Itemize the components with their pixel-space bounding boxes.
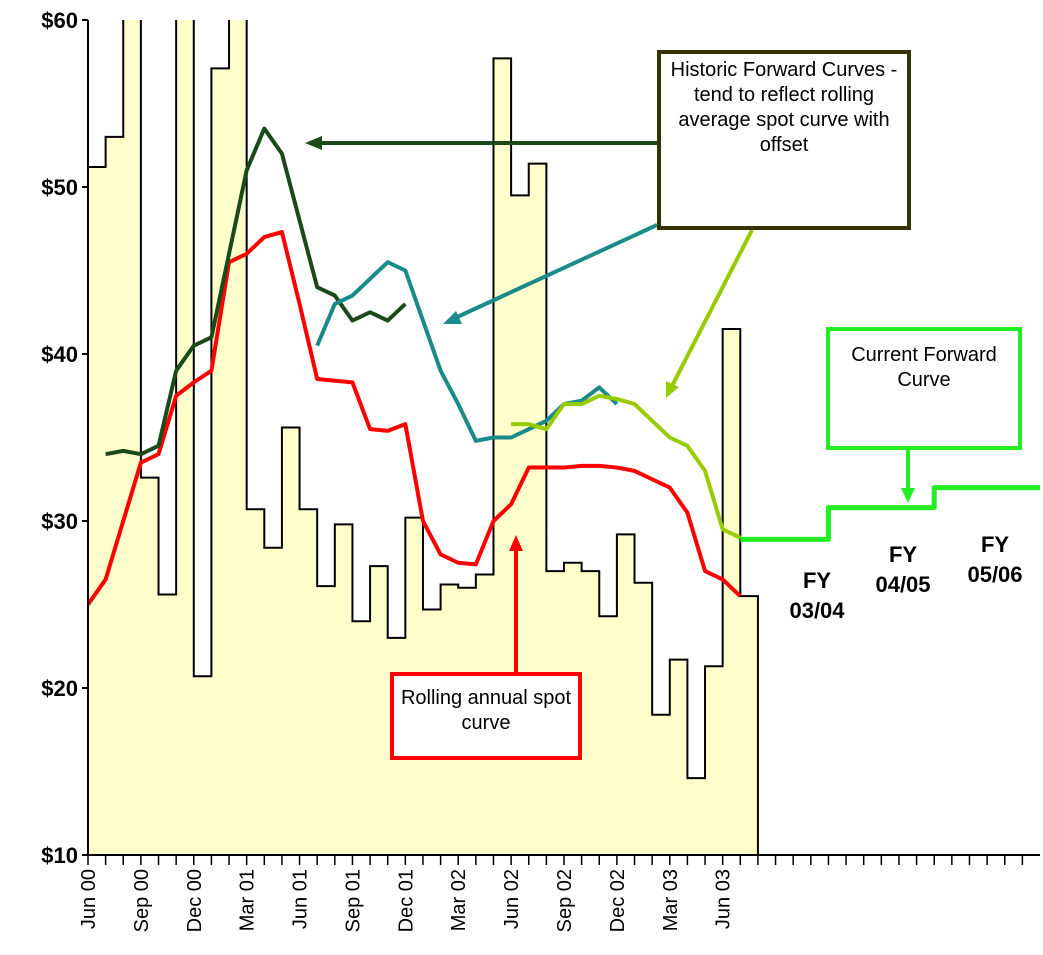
y-tick-label: $40: [41, 342, 78, 367]
spot-bar: [264, 547, 283, 855]
arrow-head: [509, 535, 523, 551]
annotation-box: Rolling annual spot curve: [390, 672, 582, 760]
spot-outline: [88, 20, 759, 855]
spot-bar: [493, 58, 512, 855]
y-tick-label: $50: [41, 175, 78, 200]
spot-bar: [140, 477, 159, 855]
spot-bar: [352, 621, 371, 855]
spot-bar: [705, 666, 723, 855]
spot-bar: [634, 582, 653, 855]
x-tick-label: Mar 01: [237, 869, 259, 931]
spot-bar: [193, 676, 212, 855]
spot-bar: [211, 68, 230, 855]
spot-bar: [652, 714, 671, 855]
x-tick-label: Dec 02: [607, 869, 629, 932]
spot-bar: [281, 427, 300, 855]
series-layer: [88, 20, 1040, 855]
spot-bar: [581, 571, 600, 855]
spot-bar: [370, 566, 389, 855]
series-line: [105, 126, 407, 457]
x-tick-label: Mar 03: [660, 869, 682, 931]
x-tick-label: Dec 00: [184, 869, 206, 932]
spot-bar: [334, 524, 353, 855]
x-tick-label: Sep 00: [131, 869, 153, 932]
spot-bar: [246, 509, 265, 855]
spot-bar: [299, 509, 318, 855]
y-tick-label: $30: [41, 509, 78, 534]
series-line: [740, 485, 1040, 542]
spot-bar: [88, 166, 106, 855]
fy-label: FY 03/04: [789, 568, 845, 623]
x-tick-label: Mar 02: [448, 869, 470, 931]
y-tick-label: $20: [41, 676, 78, 701]
fy-label: FY 04/05: [875, 542, 931, 597]
spot-bar: [229, 20, 247, 855]
spot-bar: [616, 534, 635, 855]
fy-label: FY 05/06: [967, 532, 1023, 587]
series-line: [511, 393, 742, 540]
spot-bar: [317, 586, 336, 855]
arrow: [454, 223, 658, 320]
arrow: [670, 229, 754, 387]
spot-bar: [123, 20, 142, 855]
x-tick-label: Jun 03: [713, 869, 735, 929]
annotation-box: Historic Forward Curves - tend to reflec…: [657, 50, 911, 230]
x-tick-label: Jun 02: [501, 869, 523, 929]
x-tick-label: Jun 00: [78, 869, 100, 929]
arrow-head: [901, 488, 915, 503]
y-tick-label: $10: [41, 843, 78, 868]
x-tick-label: Dec 01: [395, 869, 417, 932]
spot-bar: [669, 659, 688, 855]
spot-bar: [722, 328, 741, 855]
x-tick-label: Sep 01: [342, 869, 364, 932]
spot-bar: [176, 20, 195, 855]
series-line: [315, 260, 619, 443]
arrows: [305, 136, 915, 672]
x-tick-label: Jun 01: [290, 869, 312, 929]
series-line: [88, 230, 742, 606]
spot-bar: [687, 778, 706, 855]
spot-bar: [740, 596, 759, 855]
y-tick-label: $60: [41, 8, 78, 33]
spot-bar: [599, 616, 618, 855]
x-tick-label: Sep 02: [554, 869, 576, 932]
spot-bar: [105, 136, 124, 855]
arrow-head: [443, 311, 462, 324]
spot-bar: [158, 594, 177, 855]
arrow-head: [666, 381, 679, 398]
arrow-head: [305, 136, 322, 150]
annotation-box: Current Forward Curve: [826, 327, 1022, 450]
